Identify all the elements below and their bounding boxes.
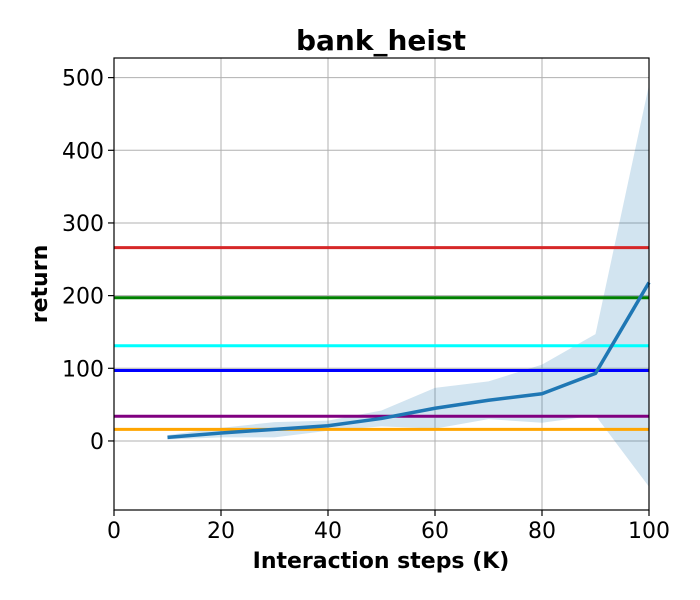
- plot-frame: [113, 57, 650, 511]
- x-axis-label: Interaction steps (K): [253, 549, 510, 574]
- x-tick-label: 80: [528, 519, 556, 544]
- y-tick-label: 500: [62, 67, 104, 92]
- reference-lines: [114, 246, 649, 431]
- confidence-band: [167, 84, 649, 487]
- y-ticks: 0 100 200 300 400 500: [62, 67, 114, 455]
- x-tick-label: 20: [207, 519, 235, 544]
- x-tick-label: 100: [628, 519, 670, 544]
- chart-title: bank_heist: [296, 24, 466, 57]
- y-tick-label: 100: [62, 357, 104, 382]
- y-axis-label: return: [28, 245, 53, 323]
- y-tick-label: 0: [90, 430, 104, 455]
- y-tick-label: 300: [62, 212, 104, 237]
- series-line: [167, 281, 651, 440]
- x-tick-label: 40: [314, 519, 342, 544]
- series-lines: [167, 281, 651, 440]
- x-tick-label: 0: [107, 519, 121, 544]
- x-tick-label: 60: [421, 519, 449, 544]
- grid: [113, 58, 650, 510]
- y-tick-label: 400: [62, 139, 104, 164]
- confidence-band-area: [167, 84, 649, 487]
- x-ticks: 0 20 40 60 80 100: [107, 510, 670, 544]
- y-tick-label: 200: [62, 285, 104, 310]
